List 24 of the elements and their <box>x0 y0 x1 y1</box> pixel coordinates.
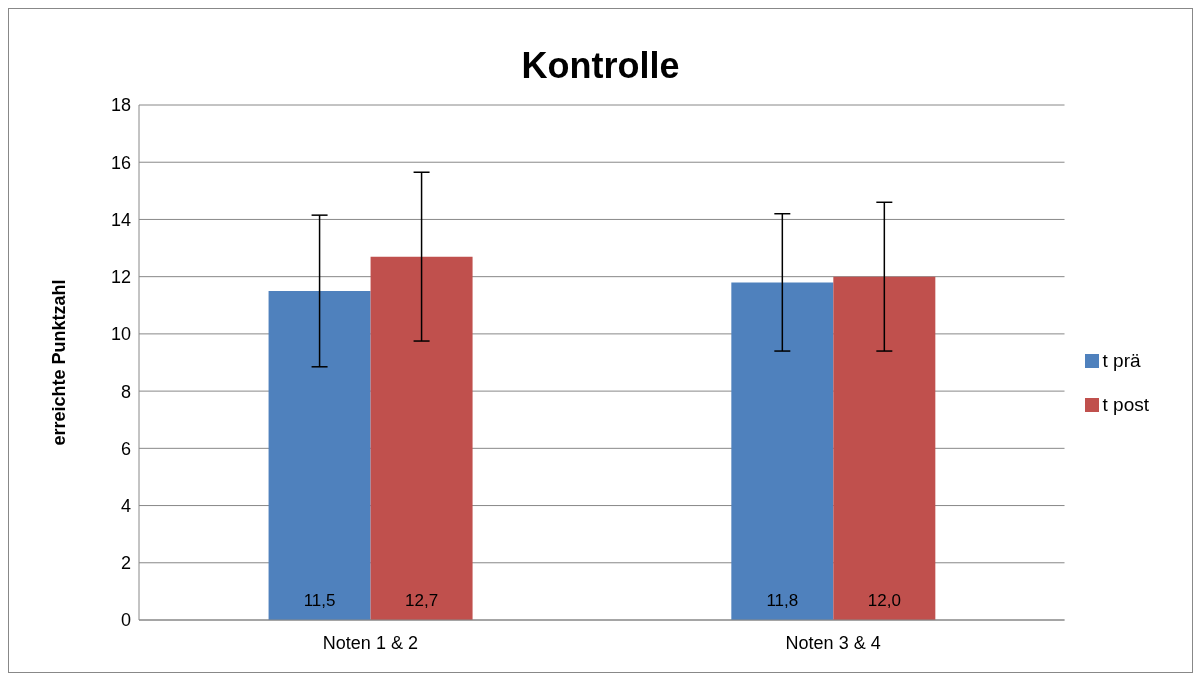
y-tick-label: 14 <box>110 209 131 230</box>
data-label: 12,7 <box>405 591 439 610</box>
x-tick-label: Noten 3 & 4 <box>785 632 881 653</box>
bar <box>731 282 834 620</box>
legend-label: t prä <box>1102 349 1141 371</box>
y-axis-title: erreichte Punktzahl <box>49 279 70 446</box>
bar <box>268 290 371 620</box>
y-tick-label: 12 <box>110 267 131 288</box>
y-tick-label: 10 <box>110 324 131 345</box>
data-label: 12,0 <box>867 591 901 610</box>
y-tick-label: 18 <box>110 95 131 116</box>
x-tick-label: Noten 1 & 2 <box>322 632 418 653</box>
y-tick-label: 16 <box>110 152 131 173</box>
y-tick-label: 0 <box>120 610 131 631</box>
data-label: 11,5 <box>303 591 336 610</box>
chart-title: Kontrolle <box>520 44 681 88</box>
y-tick-label: 2 <box>120 553 131 574</box>
y-tick-label: 4 <box>120 495 131 516</box>
bar <box>833 276 936 620</box>
bar <box>370 256 473 620</box>
data-label: 11,8 <box>766 591 799 610</box>
y-tick-label: 6 <box>120 438 131 459</box>
legend-label: t post <box>1102 393 1149 415</box>
y-tick-label: 8 <box>120 381 131 402</box>
